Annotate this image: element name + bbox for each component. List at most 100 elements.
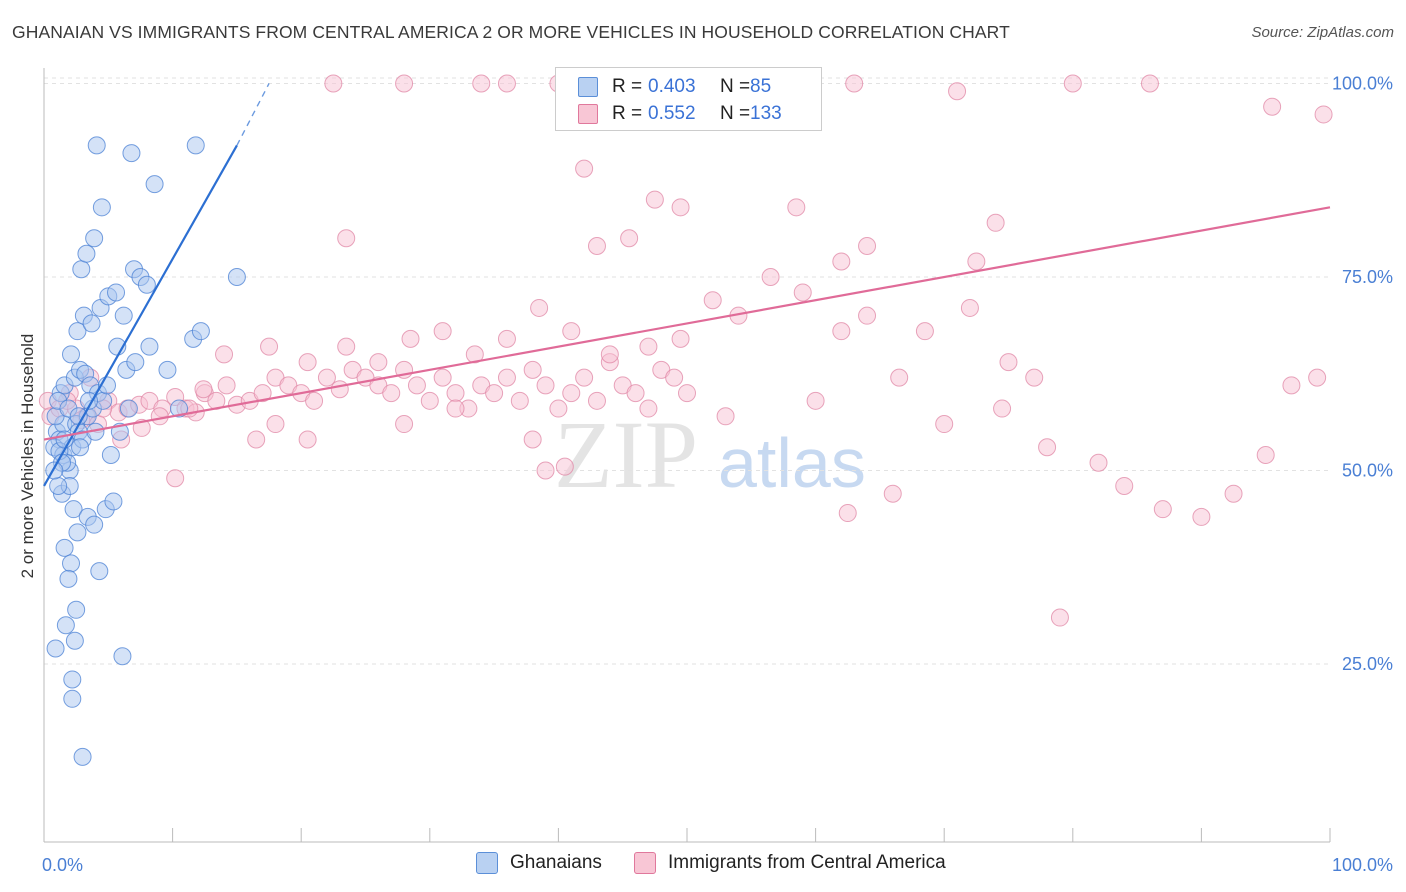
legend-swatch-pink bbox=[578, 104, 598, 124]
r-value: 0.403 bbox=[648, 76, 696, 97]
data-point bbox=[67, 600, 86, 619]
x-tick-label-min: 0.0% bbox=[42, 855, 83, 875]
data-point bbox=[150, 407, 169, 426]
data-point bbox=[101, 446, 120, 464]
data-point bbox=[703, 291, 722, 310]
data-point bbox=[562, 322, 581, 341]
watermark-zip: ZIP bbox=[554, 401, 698, 508]
data-point bbox=[555, 457, 574, 476]
data-point bbox=[64, 500, 83, 519]
data-point bbox=[63, 689, 82, 708]
data-points bbox=[38, 74, 1333, 766]
data-point bbox=[671, 329, 690, 348]
data-point bbox=[140, 337, 159, 356]
y-tick-labels: 100.0% 75.0% 50.0% 25.0% bbox=[1332, 73, 1393, 673]
data-point bbox=[382, 384, 401, 403]
data-point bbox=[838, 504, 857, 523]
data-point bbox=[1063, 74, 1082, 93]
data-point bbox=[330, 380, 349, 399]
data-point bbox=[967, 252, 986, 271]
data-point bbox=[217, 376, 236, 395]
data-point bbox=[575, 368, 594, 387]
data-point bbox=[337, 229, 356, 248]
legend-item-central-america[interactable]: Immigrants from Central America bbox=[634, 852, 946, 874]
data-point bbox=[104, 492, 123, 511]
data-point bbox=[266, 415, 285, 434]
data-point bbox=[626, 384, 645, 403]
data-point bbox=[523, 360, 542, 379]
y-tick-label: 100.0% bbox=[1332, 73, 1393, 93]
data-point bbox=[716, 407, 735, 426]
data-point bbox=[845, 74, 864, 93]
data-point bbox=[82, 314, 101, 333]
trend-line bbox=[43, 206, 1331, 441]
data-point bbox=[317, 368, 336, 387]
data-point bbox=[497, 329, 516, 348]
data-point bbox=[395, 415, 414, 434]
data-point bbox=[549, 399, 568, 418]
data-point bbox=[639, 337, 658, 356]
legend-swatch-blue bbox=[578, 77, 598, 97]
data-point bbox=[536, 461, 555, 480]
data-point bbox=[107, 283, 126, 302]
data-point bbox=[587, 237, 606, 256]
data-point bbox=[510, 391, 529, 410]
data-point bbox=[915, 322, 934, 341]
data-point bbox=[80, 391, 99, 410]
data-point bbox=[999, 353, 1018, 372]
stats-legend: R = 0.403 N = 85 R = 0.552 N = 133 bbox=[555, 67, 822, 131]
data-point bbox=[1263, 97, 1282, 116]
data-point bbox=[298, 353, 317, 372]
data-point bbox=[126, 353, 145, 372]
data-point bbox=[113, 647, 132, 666]
data-point bbox=[446, 399, 465, 418]
data-point bbox=[1140, 74, 1159, 93]
data-point bbox=[227, 267, 246, 286]
data-point bbox=[883, 484, 902, 503]
data-point bbox=[523, 430, 542, 449]
data-point bbox=[59, 569, 78, 588]
data-point bbox=[65, 631, 84, 650]
data-point bbox=[787, 198, 806, 217]
x-ticks bbox=[43, 828, 1331, 842]
data-point bbox=[62, 554, 81, 573]
data-point bbox=[145, 175, 164, 194]
legend-item-ghanaians[interactable]: Ghanaians bbox=[476, 852, 602, 874]
data-point bbox=[536, 376, 555, 395]
data-point bbox=[305, 391, 324, 410]
data-point bbox=[890, 368, 909, 387]
data-point bbox=[671, 198, 690, 217]
data-point bbox=[485, 384, 504, 403]
legend-label: Ghanaians bbox=[510, 852, 602, 873]
data-point bbox=[337, 337, 356, 356]
data-point bbox=[793, 283, 812, 302]
data-point bbox=[137, 275, 156, 294]
trend-line-extension bbox=[236, 83, 270, 146]
data-point bbox=[253, 384, 272, 403]
x-tick-label-max: 100.0% bbox=[1332, 855, 1393, 875]
data-point bbox=[71, 438, 90, 457]
trend-lines bbox=[43, 83, 1331, 487]
n-label: N = bbox=[720, 103, 751, 124]
data-point bbox=[1192, 507, 1211, 526]
data-point bbox=[395, 74, 414, 93]
chart-title: GHANAIAN VS IMMIGRANTS FROM CENTRAL AMER… bbox=[12, 22, 1010, 42]
data-point bbox=[1089, 453, 1108, 472]
data-point bbox=[530, 298, 549, 317]
data-point bbox=[858, 237, 877, 256]
data-point bbox=[1050, 608, 1069, 627]
data-point bbox=[761, 267, 780, 286]
data-point bbox=[948, 82, 967, 101]
data-point bbox=[420, 391, 439, 410]
data-point bbox=[993, 399, 1012, 418]
data-point bbox=[575, 159, 594, 178]
n-value: 85 bbox=[750, 76, 772, 97]
data-point bbox=[46, 639, 65, 658]
trend-line bbox=[43, 144, 238, 487]
data-point bbox=[446, 384, 465, 403]
data-point bbox=[73, 747, 92, 766]
data-point bbox=[401, 329, 420, 348]
data-point bbox=[166, 469, 185, 488]
data-point bbox=[122, 144, 141, 163]
